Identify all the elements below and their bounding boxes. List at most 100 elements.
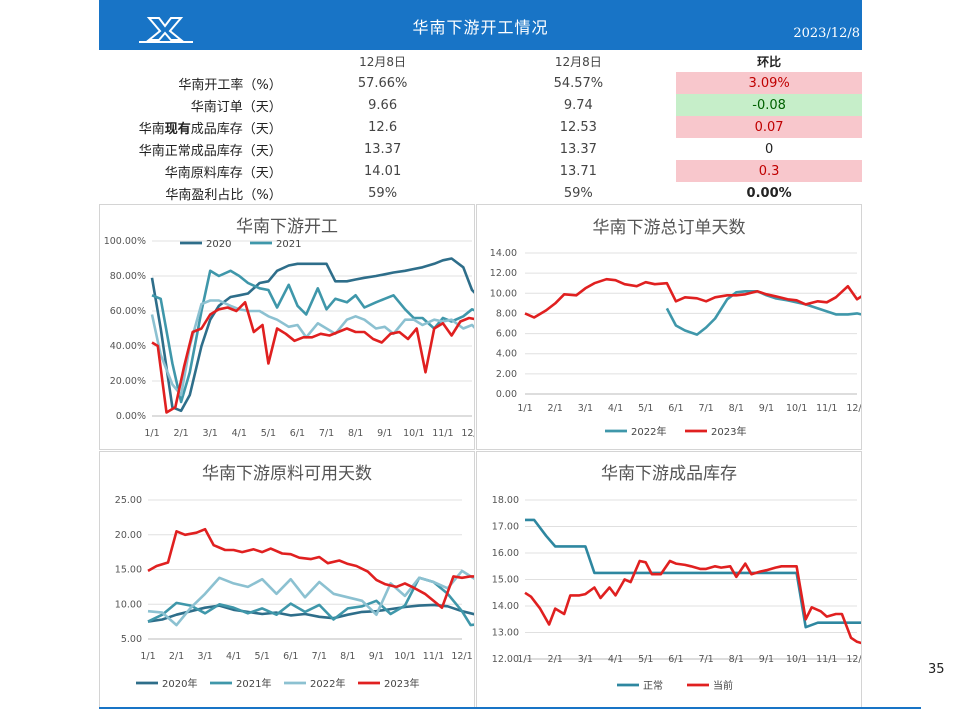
chart-order-days: 华南下游总订单天数 0.00 2.00 4.00 6.00 8.00 10.00 12.00 1… — [490, 218, 861, 438]
legend-label: 2023年 — [711, 425, 746, 438]
page-title: 华南下游开工情况 — [412, 18, 549, 37]
y-tick-label: 100.00% — [104, 236, 146, 247]
y-tick-label: 15.00 — [115, 565, 142, 576]
y-tick-label: 0.00 — [496, 389, 517, 400]
x-tick-label: 7/1 — [312, 651, 327, 662]
table-row: 华南原料库存（天） 14.01 13.71 0.3 — [99, 160, 862, 182]
x-tick-label: 8/1 — [729, 403, 744, 414]
x-tick-label: 7/1 — [319, 428, 334, 439]
row-label-bold: 现有 — [164, 121, 191, 137]
x-tick-label: 3/1 — [203, 428, 218, 439]
x-tick-label: 3/1 — [578, 403, 593, 414]
chart-title: 华南下游原料可用天数 — [202, 464, 372, 484]
series-line — [665, 290, 861, 336]
y-tick-label: 12.00 — [490, 268, 517, 279]
table-row: 华南正常成品库存（天） 13.37 13.37 0 — [99, 138, 862, 160]
x-tick-label: 12/1 — [846, 403, 861, 414]
x-tick-label: 2/1 — [169, 651, 184, 662]
x-tick-label: 11/1 — [432, 428, 453, 439]
x-tick-label: 3/1 — [197, 651, 212, 662]
y-tick-label: 5.00 — [121, 634, 142, 645]
x-tick-label: 6/1 — [290, 428, 305, 439]
x-tick-label: 5/1 — [638, 403, 653, 414]
value-current: 12.6 — [368, 119, 398, 135]
value-previous: 54.57% — [553, 75, 604, 91]
x-tick-label: 2/1 — [548, 403, 563, 414]
value-previous: 13.37 — [559, 141, 597, 157]
y-tick-label: 40.00% — [110, 341, 146, 352]
value-previous: 12.53 — [559, 119, 597, 135]
x-tick-label: 4/1 — [232, 428, 247, 439]
x-tick-label: 1/1 — [140, 651, 155, 662]
x-tick-label: 9/1 — [377, 428, 392, 439]
y-tick-label: 8.00 — [496, 308, 517, 319]
x-tick-label: 11/1 — [816, 654, 837, 665]
value-previous: 13.71 — [559, 163, 597, 179]
x-tick-label: 5/1 — [255, 651, 270, 662]
change-value: -0.08 — [676, 94, 862, 116]
x-tick-label: 7/1 — [698, 654, 713, 665]
x-tick-label: 9/1 — [369, 651, 384, 662]
x-tick-label: 10/1 — [786, 403, 807, 414]
series-line — [150, 299, 474, 397]
y-tick-label: 13.00 — [492, 628, 519, 639]
legend-label: 2022年 — [631, 425, 666, 438]
value-previous: 59% — [563, 185, 593, 201]
change-value: 0.00% — [746, 185, 792, 201]
column-header-date-1: 12月8日 — [359, 54, 407, 69]
legend-label: 正常 — [643, 679, 663, 692]
y-tick-label: 18.00 — [492, 495, 519, 506]
legend-label: 2020年 — [162, 677, 197, 690]
y-tick-label: 10.00 — [490, 288, 517, 299]
y-tick-label: 20.00 — [115, 530, 142, 541]
change-value: 0 — [764, 141, 774, 157]
legend-label: 2020 — [206, 239, 231, 250]
x-tick-label: 2/1 — [173, 428, 188, 439]
x-tick-label: 6/1 — [668, 403, 683, 414]
table-row: 华南开工率（%） 57.66% 54.57% 3.09% — [99, 72, 862, 94]
series-line — [151, 269, 474, 404]
row-label: 华南现有成品库存（天） — [99, 116, 285, 138]
series-line — [151, 301, 474, 414]
column-header-change: 环比 — [757, 54, 782, 69]
x-tick-label: 4/1 — [226, 651, 241, 662]
y-tick-label: 60.00% — [110, 306, 146, 317]
chart-title: 华南下游成品库存 — [601, 464, 737, 484]
x-tick-label: 1/1 — [517, 654, 532, 665]
chart-panel-finished-inventory: 华南下游成品库存 12.00 13.00 14.00 15.00 16.00 17.00 18… — [476, 451, 862, 708]
x-tick-label: 12/1 — [461, 428, 474, 439]
y-tick-label: 17.00 — [492, 522, 519, 533]
x-tick-label: 11/1 — [816, 403, 837, 414]
row-label-suffix: 成品库存（天） — [190, 121, 282, 137]
x-tick-label: 1/1 — [517, 403, 532, 414]
x-tick-label: 9/1 — [759, 403, 774, 414]
legend-label: 2021年 — [236, 677, 271, 690]
x-tick-label: 12/1 — [451, 651, 472, 662]
column-header-date-2: 12月8日 — [554, 54, 602, 69]
x-tick-label: 1/1 — [144, 428, 159, 439]
legend-label: 2023年 — [384, 677, 419, 690]
y-tick-label: 14.00 — [492, 601, 519, 612]
y-tick-label: 4.00 — [496, 349, 517, 360]
y-tick-label: 10.00 — [115, 599, 142, 610]
x-tick-label: 12/1 — [846, 654, 861, 665]
y-tick-label: 0.00% — [116, 411, 146, 422]
y-tick-label: 16.00 — [492, 548, 519, 559]
x-tick-label: 10/1 — [786, 654, 807, 665]
legend-label: 当前 — [713, 679, 733, 692]
x-tick-label: 6/1 — [668, 654, 683, 665]
y-tick-label: 20.00% — [110, 376, 146, 387]
chart-raw-material-days: 华南下游原料可用天数 5.00 10.00 15.00 20.00 25.00 1/1 2/1… — [115, 464, 474, 690]
y-tick-label: 15.00 — [492, 575, 519, 586]
series-line — [525, 518, 861, 629]
value-current: 13.37 — [364, 141, 402, 157]
chart-operating-rate: 华南下游开工 0.00% 20.00% 40.00% 60.00% 80.00% 100.0… — [104, 217, 474, 439]
series-line — [150, 257, 474, 413]
table-row: 华南订单（天） 9.66 9.74 -0.08 — [99, 94, 862, 116]
x-tick-label: 10/1 — [403, 428, 424, 439]
chart-finished-inventory: 华南下游成品库存 12.00 13.00 14.00 15.00 16.00 17.00 18… — [492, 464, 861, 692]
row-label: 华南正常成品库存（天） — [138, 143, 282, 159]
page-number: 35 — [928, 662, 945, 677]
row-label: 华南盈利占比（%） — [165, 187, 282, 203]
company-logo-icon — [135, 14, 197, 44]
